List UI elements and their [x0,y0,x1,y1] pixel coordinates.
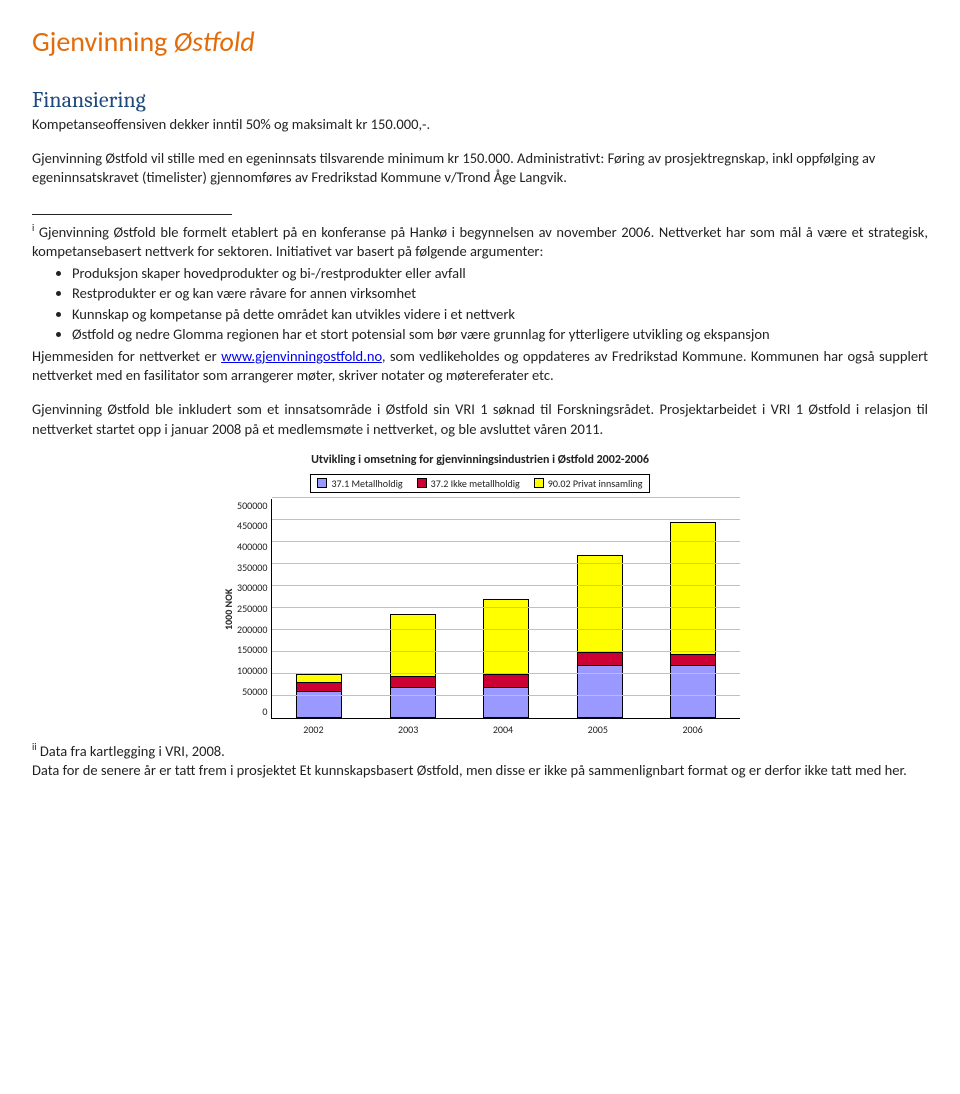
bar-group [577,555,623,718]
list-item: Østfold og nedre Glomma regionen har et … [72,325,928,345]
footnote-para2: Gjenvinning Østfold ble inkludert som et… [32,400,928,439]
legend-label: 37.1 Metallholdig [331,477,402,490]
ytick-label: 400000 [237,540,267,553]
chart-bars [272,499,740,718]
title-word-1: Gjenvinning [32,24,167,59]
title-word-2: Østfold [174,24,255,59]
list-item: Kunnskap og kompetanse på dette området … [72,305,928,325]
bar-group [483,599,529,718]
chart-ylabel: 1000 NOK [220,499,237,719]
xtick-label: 2005 [588,723,608,736]
legend-item: 90.02 Privat innsamling [534,477,643,490]
list-item: Restprodukter er og kan være råvare for … [72,284,928,304]
ytick-label: 350000 [237,561,267,574]
grid-line [272,629,740,630]
legend-swatch [417,478,427,488]
bar-segment [577,652,623,665]
footnote-separator [32,214,232,215]
legend-label: 90.02 Privat innsamling [548,477,643,490]
grid-line [272,519,740,520]
ytick-label: 50000 [242,685,267,698]
grid-line [272,563,740,564]
xtick-label: 2006 [682,723,702,736]
ytick-label: 200000 [237,623,267,636]
bar-group [390,614,436,717]
ytick-label: 250000 [237,602,267,615]
closing-line2: Data for de senere år er tatt frem i pro… [32,761,907,779]
xtick-label: 2003 [398,723,418,736]
ytick-label: 500000 [237,499,267,512]
legend-label: 37.2 Ikke metallholdig [431,477,520,490]
finansiering-p2: Gjenvinning Østfold vil stille med en eg… [32,149,928,188]
finansiering-p1: Kompetanseoffensiven dekker inntil 50% o… [32,115,928,135]
bar-segment [670,522,716,654]
legend-item: 37.1 Metallholdig [317,477,402,490]
ytick-label: 100000 [237,664,267,677]
xtick-label: 2002 [303,723,323,736]
grid-line [272,585,740,586]
heading-finansiering: Finansiering [32,87,928,113]
bar-segment [390,687,436,718]
list-item: Produksjon skaper hovedprodukter og bi-/… [72,264,928,284]
revenue-chart: Utvikling i omsetning for gjenvinningsin… [220,453,740,735]
bar-segment [390,614,436,676]
footnote-bullets: Produksjon skaper hovedprodukter og bi-/… [72,264,928,345]
chart-yaxis: 5000004500004000003500003000002500002000… [237,499,271,719]
chart-xaxis: 2002 2003 2004 2005 2006 [220,723,740,736]
legend-swatch [534,478,544,488]
bar-segment [483,674,529,687]
bar-segment [390,676,436,687]
footnote-after: Hjemmesiden for nettverket er www.gjenvi… [32,347,928,386]
ytick-label: 0 [262,705,267,718]
footnote-intro: Gjenvinning Østfold ble formelt etablert… [32,223,928,261]
footnote-block: i Gjenvinning Østfold ble formelt etable… [32,221,928,439]
grid-line [272,541,740,542]
bar-group [670,522,716,718]
closing-note: ii Data fra kartlegging i VRI, 2008. Dat… [32,740,928,781]
chart-title: Utvikling i omsetning for gjenvinningsin… [220,453,740,467]
ytick-label: 450000 [237,519,267,532]
grid-line [272,673,740,674]
chart-plot [271,499,740,719]
legend-item: 37.2 Ikke metallholdig [417,477,520,490]
page-title: Gjenvinning Østfold [32,24,928,59]
bar-segment [296,674,342,683]
legend-swatch [317,478,327,488]
grid-line [272,695,740,696]
bar-segment [670,654,716,665]
chart-legend: 37.1 Metallholdig 37.2 Ikke metallholdig… [310,474,649,493]
xtick-label: 2004 [493,723,513,736]
homepage-link[interactable]: www.gjenvinningostfold.no [221,347,382,365]
chart-body: 1000 NOK 5000004500004000003500003000002… [220,499,740,719]
footnote-after-pre: Hjemmesiden for nettverket er [32,347,221,365]
bar-segment [577,555,623,652]
bar-segment [483,599,529,674]
closing-line1: Data fra kartlegging i VRI, 2008. [37,741,225,759]
ytick-label: 150000 [237,643,267,656]
bar-group [296,674,342,718]
bar-segment [483,687,529,718]
grid-line [272,497,740,498]
grid-line [272,607,740,608]
grid-line [272,651,740,652]
ytick-label: 300000 [237,581,267,594]
bar-segment [296,682,342,691]
